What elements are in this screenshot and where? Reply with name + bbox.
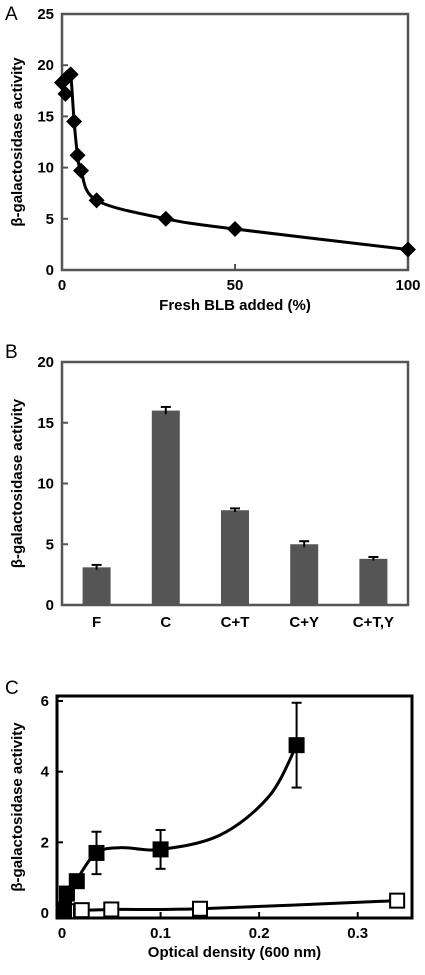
series-open-curve [61, 899, 398, 913]
panel-c-line-chart: 0 2 4 6 0 0.1 0.2 0.3 Optical density (600 nm) β-… [9, 693, 414, 961]
panel-letter-a: A [5, 4, 18, 25]
data-point-open-square [389, 892, 406, 909]
y-tick-label: 6 [41, 693, 49, 710]
y-tick-label: 0 [41, 905, 49, 922]
x-tick-label: 0.2 [249, 925, 270, 942]
x-tick-label: 0.3 [347, 925, 368, 942]
y-axis-label: β-galactosidase activity [9, 398, 26, 568]
data-point-diamond [227, 221, 243, 238]
y-tick-label: 0 [46, 262, 54, 279]
x-axis-label: Optical density (600 nm) [148, 944, 321, 961]
y-axis-label: β-galactosidase activity [9, 57, 26, 227]
panel-letter-b: B [5, 342, 18, 363]
bar [290, 544, 319, 605]
plot-frame [55, 694, 414, 920]
data-point-filled-square [288, 737, 305, 754]
y-tick-label: 20 [37, 354, 54, 371]
data-point-open-square [103, 901, 120, 918]
data-point-filled-square [68, 873, 85, 890]
y-tick-label: 15 [37, 415, 54, 432]
x-tick-label: 0.1 [150, 925, 171, 942]
data-point-filled-square [152, 841, 169, 858]
data-point-filled-square [55, 901, 72, 918]
y-tick-label: 5 [46, 536, 54, 553]
x-tick-label: 100 [395, 277, 420, 294]
data-point-diamond [66, 113, 83, 130]
category-label: C+Y [289, 614, 319, 631]
bar [151, 410, 180, 605]
x-tick-label: 0 [58, 277, 66, 294]
x-axis-label: Fresh BLB added (%) [159, 297, 311, 314]
data-point-diamond [57, 85, 74, 102]
panel-letter-c: C [5, 678, 19, 699]
data-point-filled-square [58, 885, 75, 902]
y-tick-label: 2 [41, 834, 49, 851]
y-tick-label: 25 [37, 6, 54, 23]
panel-a-line-chart: 0 5 10 15 20 25 0 50 100 Fresh BLB added (%) β-gal… [9, 6, 421, 314]
y-tick-label: 4 [41, 764, 50, 781]
data-point-diamond [73, 162, 90, 179]
data-point-diamond [69, 147, 86, 164]
y-tick-label: 15 [37, 108, 54, 125]
data-point-diamond [400, 241, 416, 258]
bar [221, 510, 249, 605]
y-axis-label: β-galactosidase activity [9, 722, 26, 892]
category-label: C+T,Y [353, 614, 394, 631]
data-point-filled-square [88, 844, 105, 861]
data-point-diamond [157, 210, 174, 227]
y-tick-label: 10 [37, 476, 54, 493]
x-tick-label: 0 [58, 925, 66, 942]
data-point-open-square [73, 902, 90, 919]
y-tick-label: 10 [37, 160, 54, 177]
x-tick-label: 50 [227, 277, 244, 294]
data-point-diamond [88, 192, 105, 209]
category-label: F [92, 614, 101, 631]
category-label: C [160, 614, 171, 631]
category-label: C+T [221, 614, 250, 631]
y-tick-label: 0 [46, 597, 54, 614]
data-point-open-square [192, 900, 208, 917]
panel-b-bar-chart: 0 5 10 15 20 F C C+T C+Y C+T,Y β-galactosidase act… [9, 354, 410, 631]
data-point-diamond [62, 66, 79, 83]
y-tick-label: 20 [37, 57, 54, 74]
bar [82, 567, 111, 605]
bar [359, 558, 388, 605]
y-tick-label: 5 [46, 211, 54, 228]
series-filled-curve [62, 744, 298, 910]
